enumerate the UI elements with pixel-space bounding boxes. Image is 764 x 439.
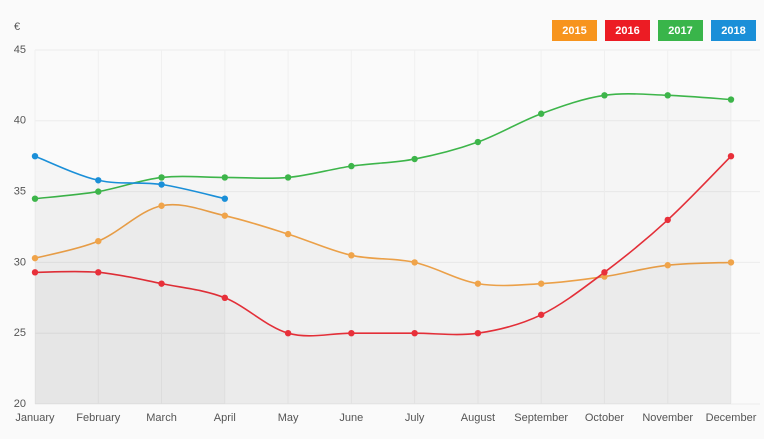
data-point — [664, 216, 671, 224]
x-tick-label: November — [642, 412, 693, 424]
x-tick-label: March — [146, 412, 177, 424]
data-point — [411, 259, 418, 266]
x-tick-label: August — [461, 412, 495, 424]
data-point — [411, 330, 418, 337]
x-tick-label: January — [15, 412, 55, 424]
data-point — [537, 110, 545, 117]
y-tick-label: 30 — [14, 256, 26, 268]
data-point — [31, 153, 39, 160]
data-point — [474, 330, 482, 337]
y-tick-label: 20 — [14, 398, 26, 410]
data-point — [474, 280, 482, 287]
x-tick-label: February — [76, 412, 121, 424]
data-point — [601, 269, 608, 276]
data-point — [95, 237, 102, 245]
data-point — [158, 280, 165, 287]
y-tick-label: 35 — [14, 186, 26, 198]
y-tick-label: 25 — [14, 327, 26, 339]
data-point — [348, 162, 355, 170]
data-point — [664, 262, 671, 269]
legend-swatch — [658, 20, 703, 41]
x-tick-label: June — [339, 412, 363, 424]
data-point — [221, 294, 229, 301]
data-point — [284, 330, 292, 337]
data-point — [95, 269, 102, 276]
data-point — [348, 330, 355, 337]
data-point — [221, 195, 229, 202]
x-tick-label: October — [585, 412, 624, 424]
x-tick-label: December — [706, 412, 757, 424]
series-area — [35, 156, 225, 404]
data-point — [95, 188, 102, 195]
legend-label: 2018 — [721, 25, 745, 37]
data-point — [727, 259, 735, 266]
x-tick-label: April — [214, 412, 236, 424]
data-point — [284, 174, 292, 181]
data-point — [31, 195, 39, 202]
data-point — [411, 155, 418, 163]
data-point — [221, 174, 229, 181]
y-axis-label: € — [14, 21, 20, 33]
data-point — [537, 280, 545, 287]
data-point — [284, 230, 292, 238]
data-point — [537, 311, 545, 318]
data-point — [158, 202, 165, 209]
data-point — [474, 138, 482, 146]
data-point — [664, 92, 671, 99]
y-tick-label: 45 — [14, 44, 26, 56]
legend-label: 2016 — [615, 25, 639, 37]
data-point — [95, 177, 102, 184]
y-tick-label: 40 — [14, 115, 26, 127]
x-tick-label: July — [405, 412, 425, 424]
data-point — [221, 212, 229, 219]
data-point — [31, 254, 39, 262]
data-point — [31, 269, 39, 276]
data-point — [158, 174, 165, 181]
x-tick-label: May — [278, 412, 299, 424]
legend-label: 2015 — [562, 25, 586, 37]
x-tick-label: September — [514, 412, 568, 424]
data-point — [727, 153, 735, 160]
legend-swatch — [605, 20, 650, 41]
legend-swatch — [552, 20, 597, 41]
legend-label: 2017 — [668, 25, 692, 37]
legend-swatch — [711, 20, 756, 41]
data-point — [348, 252, 355, 259]
series-line — [34, 155, 225, 200]
data-point — [601, 92, 608, 99]
data-point — [158, 181, 165, 188]
data-point — [727, 96, 735, 103]
